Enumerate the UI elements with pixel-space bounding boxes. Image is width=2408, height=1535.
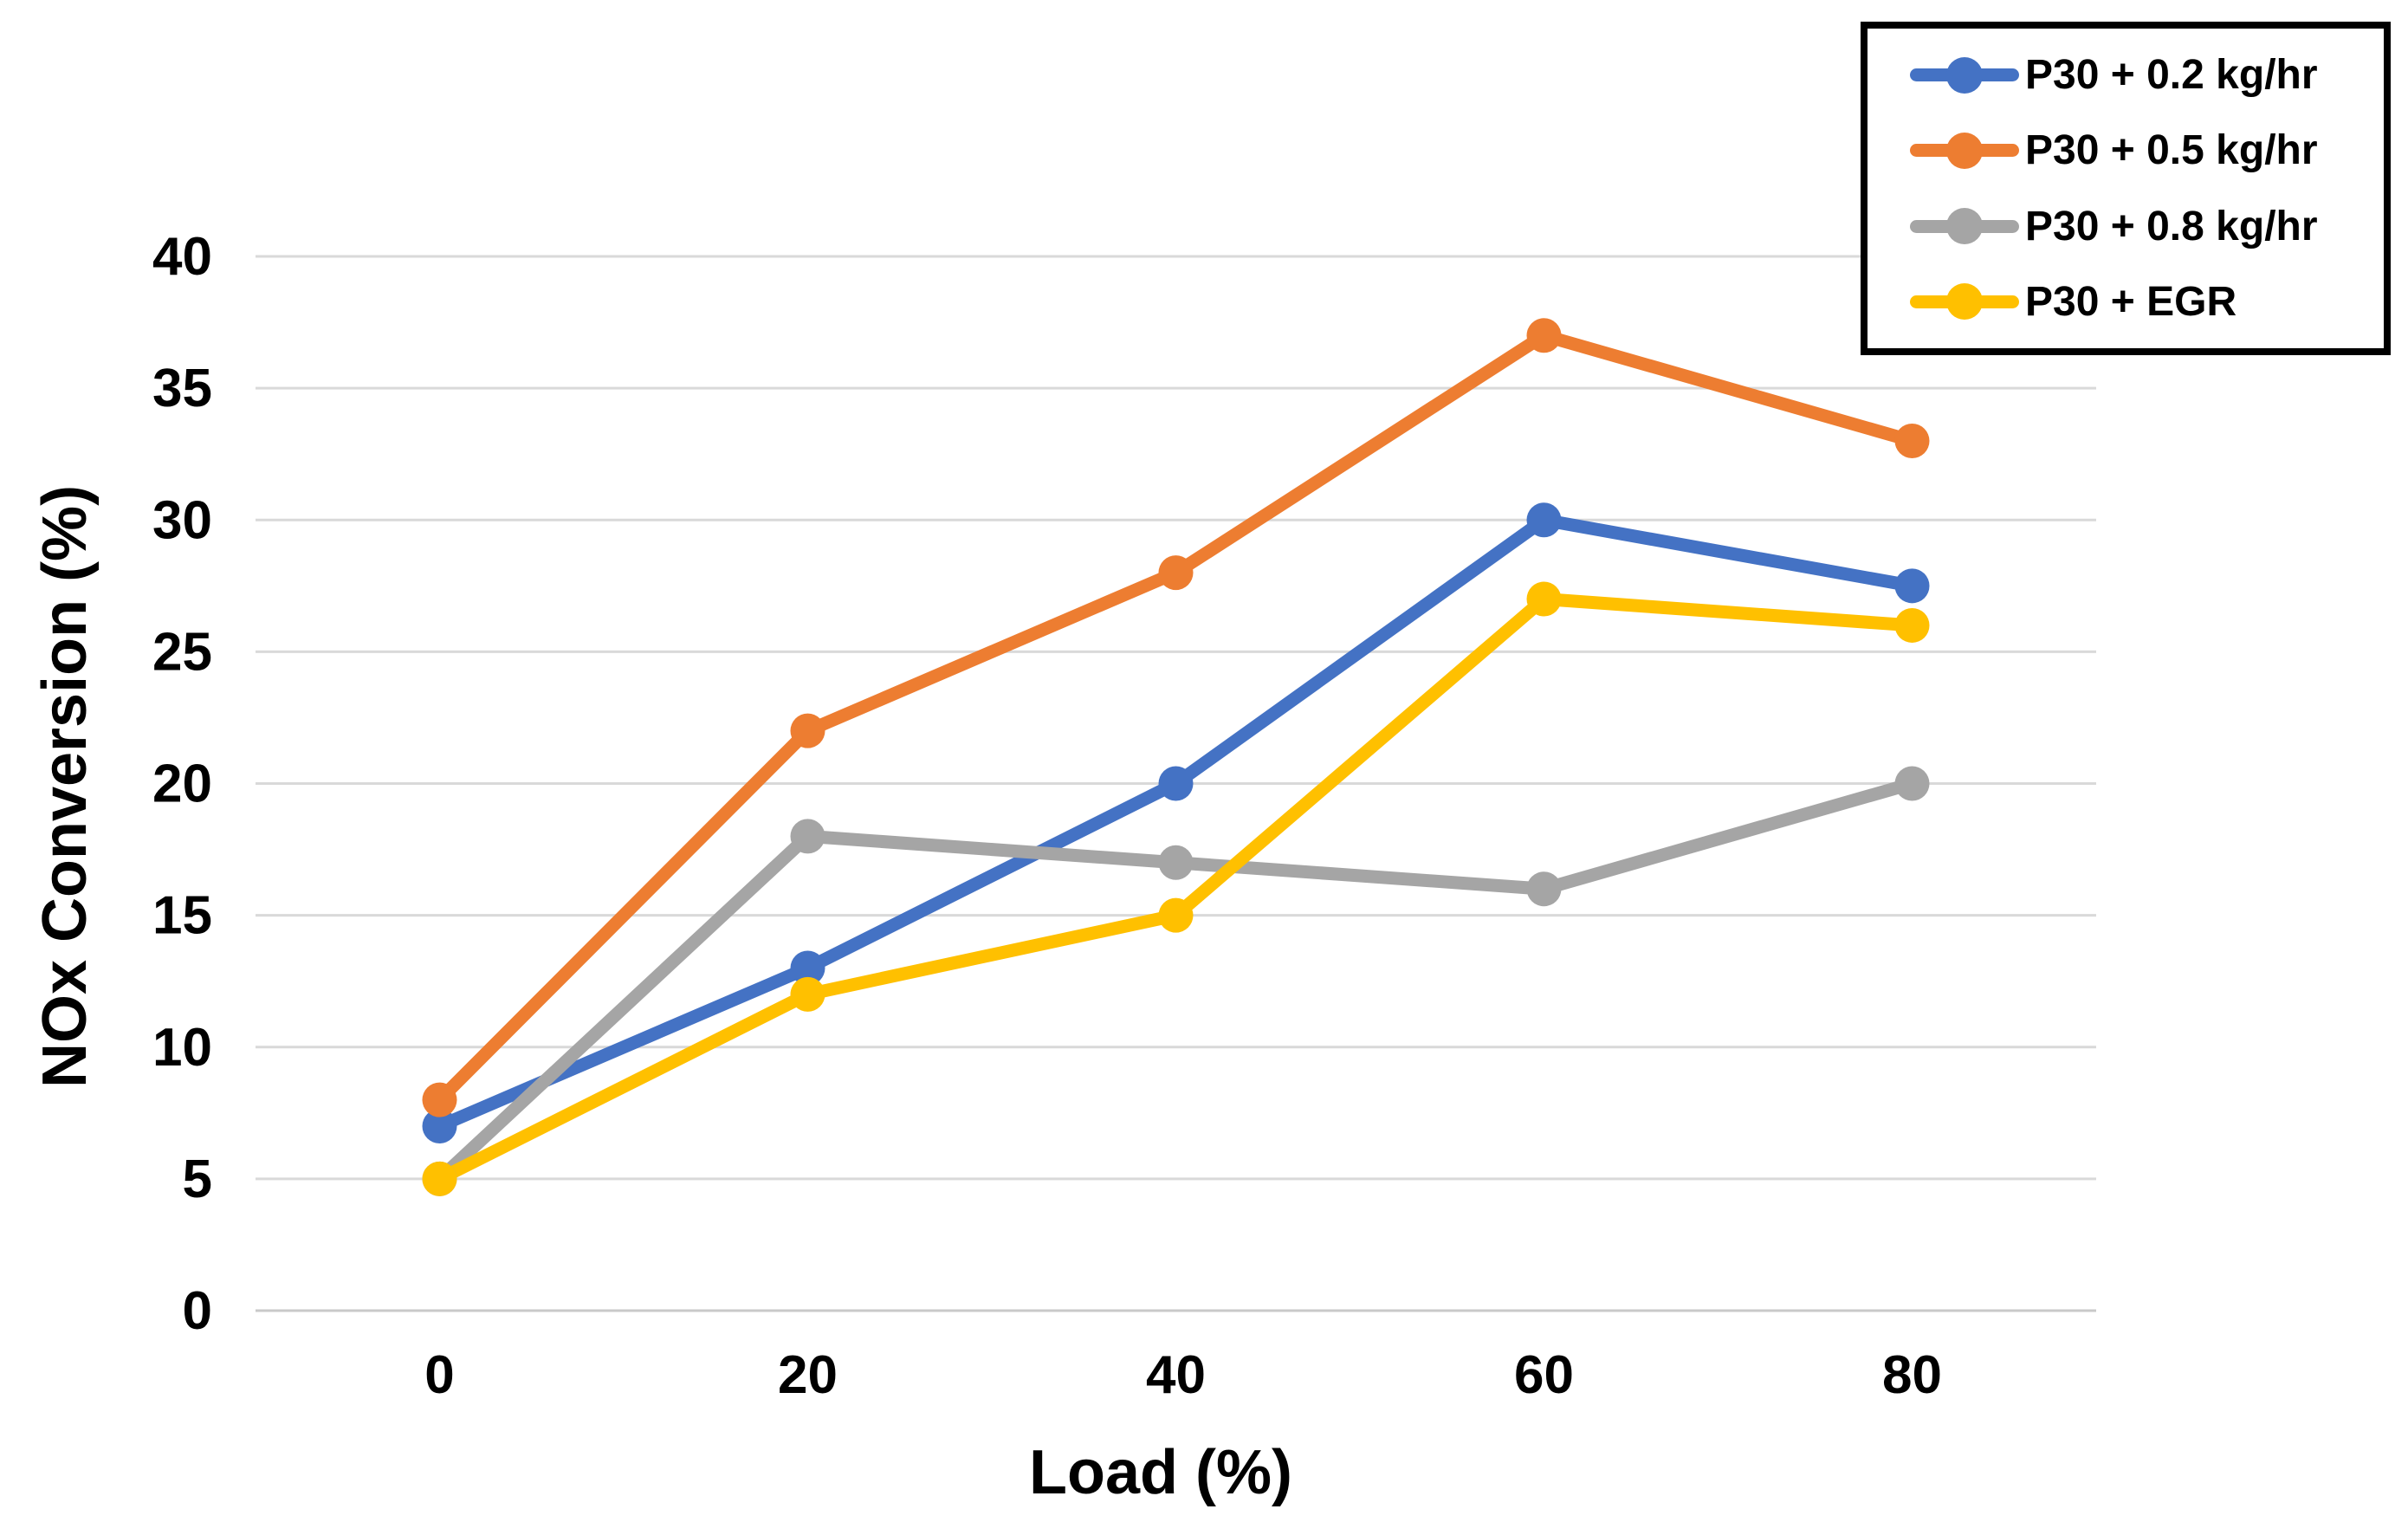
- x-tick-label: 80: [1882, 1345, 1942, 1405]
- series-line: [433, 328, 1919, 1107]
- legend-label: P30 + 0.5 kg/hr: [2025, 127, 2318, 174]
- data-point-marker: [1158, 555, 1194, 591]
- y-tick-label: 0: [183, 1281, 212, 1341]
- series-line: [433, 777, 1919, 1186]
- series-line: [433, 593, 1919, 1186]
- x-tick-label: 60: [1514, 1345, 1574, 1405]
- y-tick-label: 30: [152, 490, 212, 550]
- legend-item: P30 + 0.2 kg/hr: [1867, 49, 2384, 101]
- y-axis-tick-labels: 0 5 10 15 20 25 30 35 40: [152, 227, 212, 1341]
- y-tick-label: 15: [152, 886, 212, 946]
- legend-label: P30 + EGR: [2025, 278, 2237, 325]
- legend-line-marker-swatch: [1910, 132, 2019, 169]
- legend-label: P30 + 0.2 kg/hr: [2025, 52, 2318, 99]
- data-point-marker: [1894, 568, 1930, 604]
- legend-label: P30 + 0.8 kg/hr: [2025, 203, 2318, 249]
- data-point-marker: [1526, 871, 1562, 907]
- x-tick-label: 40: [1146, 1345, 1206, 1405]
- x-axis-tick-labels: 0 20 40 60 80: [424, 1345, 1942, 1405]
- data-point-marker: [1526, 502, 1562, 538]
- series-markers: [422, 318, 1930, 1196]
- x-axis-title: Load (%): [1029, 1438, 1292, 1507]
- x-tick-label: 0: [424, 1345, 454, 1405]
- y-tick-label: 40: [152, 227, 212, 287]
- data-point-marker: [1894, 607, 1930, 643]
- legend-line-marker-swatch: [1910, 208, 2019, 245]
- data-point-marker: [1894, 423, 1930, 458]
- data-point-marker: [422, 1109, 457, 1144]
- y-tick-label: 35: [152, 359, 212, 418]
- data-point-marker: [790, 950, 825, 986]
- y-axis-title: NOx Conversion (%): [30, 484, 100, 1089]
- data-point-marker: [1894, 766, 1930, 801]
- y-tick-label: 25: [152, 622, 212, 682]
- data-point-marker: [790, 976, 825, 1012]
- legend-line-marker-swatch: [1910, 283, 2019, 321]
- data-point-marker: [1526, 318, 1562, 353]
- data-point-marker: [1526, 581, 1562, 617]
- legend-line-marker-swatch: [1910, 56, 2019, 94]
- y-tick-label: 5: [183, 1150, 212, 1209]
- legend-item: P30 + 0.5 kg/hr: [1867, 125, 2384, 177]
- data-point-marker: [422, 1082, 457, 1117]
- x-tick-label: 20: [778, 1345, 838, 1405]
- legend: P30 + 0.2 kg/hr P30 + 0.5 kg/hr P30 + 0.…: [1861, 22, 2391, 355]
- y-tick-label: 20: [152, 755, 212, 814]
- data-point-marker: [1158, 897, 1194, 933]
- data-point-marker: [422, 1161, 457, 1196]
- series-lines: [433, 328, 1919, 1186]
- data-point-marker: [1158, 845, 1194, 880]
- data-point-marker: [1158, 766, 1194, 801]
- data-point-marker: [790, 819, 825, 854]
- y-tick-label: 10: [152, 1018, 212, 1078]
- legend-item: P30 + EGR: [1867, 275, 2384, 327]
- data-point-marker: [790, 713, 825, 748]
- legend-item: P30 + 0.8 kg/hr: [1867, 200, 2384, 252]
